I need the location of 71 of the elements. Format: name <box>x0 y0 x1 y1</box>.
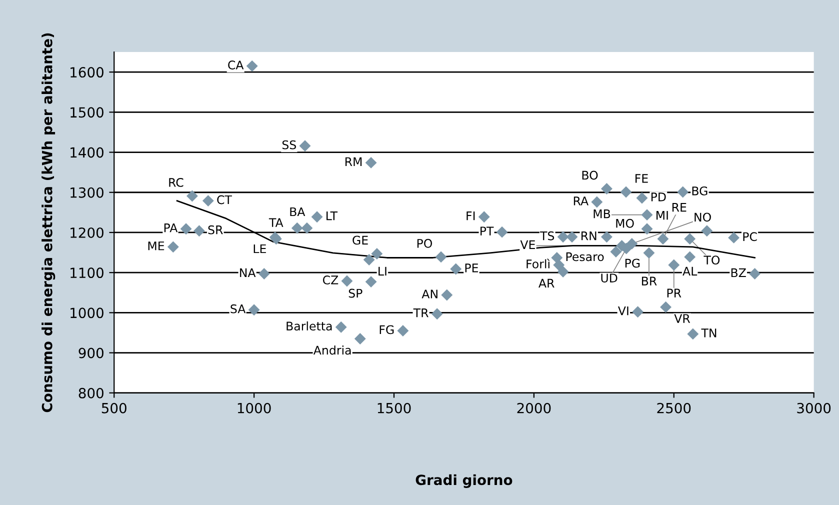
annotation: PE <box>465 264 478 272</box>
annotation: BZ <box>731 268 746 278</box>
annotation: AR <box>538 278 554 288</box>
annotation: PA <box>164 224 178 232</box>
annotation: ME <box>148 242 164 250</box>
annotation: PR <box>667 288 682 298</box>
annotation: CZ <box>322 276 338 284</box>
y-tick-label: 1500 <box>70 107 104 118</box>
annotation: MO <box>616 218 634 228</box>
annotation: Pesaro <box>566 252 604 262</box>
annotation: BG <box>692 186 708 196</box>
y-tick-label: 1400 <box>70 147 104 158</box>
annotation: AL <box>682 266 698 276</box>
annotation: RE <box>672 202 686 212</box>
annotation: Barletta <box>286 321 332 331</box>
annotation: VR <box>674 314 690 323</box>
annotation: LE <box>254 244 266 254</box>
y-tick-label: 1000 <box>70 308 104 318</box>
annotation: PD <box>651 192 666 202</box>
annotation: RC <box>169 178 184 187</box>
annotation: SA <box>230 304 246 314</box>
annotation: MB <box>594 209 610 218</box>
y-tick-label: 900 <box>78 348 104 358</box>
x-tick-label: 1000 <box>238 402 271 414</box>
annotation: Andria <box>313 346 351 355</box>
annotation: TO <box>704 256 720 265</box>
annotation: CA <box>228 60 244 70</box>
annotation: TN <box>701 328 716 338</box>
x-axis-title: Gradi giorno <box>416 474 512 488</box>
annotation: SS <box>282 140 296 150</box>
x-tick-label: 2000 <box>517 402 551 414</box>
annotation: TS <box>540 231 554 240</box>
y-tick-label: 1200 <box>70 227 104 238</box>
annotation: LI <box>378 266 386 276</box>
y-tick-label: 1300 <box>70 187 104 198</box>
annotation: GE <box>352 236 368 245</box>
annotation: SR <box>208 225 223 234</box>
annotation: MI <box>656 211 668 220</box>
annotation: PO <box>417 238 432 248</box>
annotation: UD <box>601 274 618 282</box>
x-tick-label: 500 <box>102 402 126 414</box>
annotation: RM <box>345 157 362 166</box>
annotation: RN <box>581 232 596 240</box>
annotation: BR <box>642 276 657 286</box>
y-axis-title: Consumo di energia elettrica (kWh per abitante) <box>42 33 56 412</box>
annotation: PG <box>625 258 640 268</box>
annotation: FI <box>466 211 475 220</box>
annotation: VE <box>520 240 535 249</box>
x-tick-label: 2500 <box>657 402 691 414</box>
annotation: NO <box>694 212 711 222</box>
annotation: TR <box>413 308 428 318</box>
annotation: RA <box>574 196 588 206</box>
annotation: Forlì <box>526 258 550 268</box>
annotation: PT <box>480 226 494 236</box>
annotation: PC <box>743 232 757 242</box>
y-tick-label: 1600 <box>70 67 104 78</box>
annotation: FG <box>380 325 394 334</box>
annotation: TA <box>268 218 284 227</box>
x-tick-label: 1500 <box>378 402 411 414</box>
x-tick-label: 3000 <box>797 402 831 414</box>
y-tick-label: 1100 <box>70 268 104 278</box>
annotation: BO <box>582 170 598 180</box>
annotation: BA <box>290 207 306 216</box>
annotation: FE <box>636 174 648 183</box>
annotation: LT <box>326 211 338 220</box>
annotation: NA <box>240 268 256 278</box>
annotation: AN <box>422 290 438 298</box>
y-tick-label: 800 <box>78 388 104 398</box>
annotation: CT <box>217 195 232 204</box>
annotation: VI <box>618 306 628 316</box>
annotation: SP <box>348 288 362 298</box>
